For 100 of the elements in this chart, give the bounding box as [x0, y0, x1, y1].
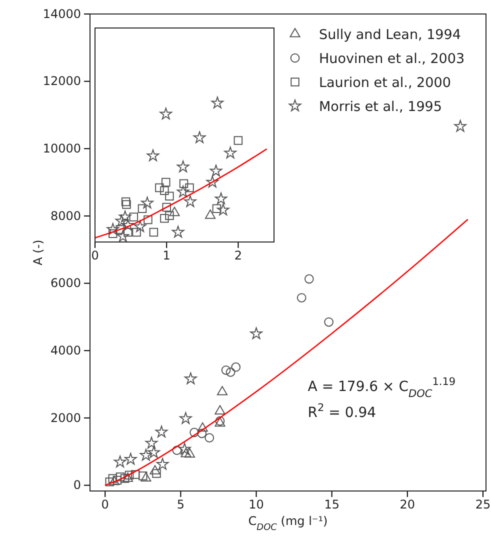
y-tick-label: 0: [73, 478, 81, 492]
point: [206, 176, 219, 188]
point: [216, 204, 230, 216]
point: [169, 206, 180, 216]
point: [115, 214, 128, 226]
y-tick-label: 8000: [50, 208, 81, 223]
legend-label: Huovinen et al., 2003: [319, 51, 465, 67]
point: [162, 178, 170, 187]
point: [160, 108, 172, 120]
point: [144, 215, 152, 224]
x-tick-label: 15: [324, 498, 340, 512]
point: [146, 149, 160, 162]
point: [138, 204, 147, 214]
x-tick-label: 20: [400, 498, 416, 512]
point: [112, 476, 122, 485]
point: [162, 202, 171, 212]
point: [160, 186, 169, 195]
point: [204, 433, 214, 442]
point: [178, 442, 191, 455]
point: [122, 218, 134, 231]
x-tick-label: 0: [101, 498, 109, 512]
point: [140, 448, 152, 461]
point: [304, 274, 314, 284]
point: [124, 470, 134, 480]
point: [165, 211, 174, 220]
point: [122, 472, 134, 482]
point: [221, 365, 231, 375]
y-tick-label: 14000: [42, 6, 81, 21]
point: [176, 186, 190, 198]
point: [114, 456, 126, 468]
point: [216, 386, 228, 396]
point: [129, 212, 138, 222]
y-tick-label: 6000: [50, 276, 81, 290]
point: [204, 210, 216, 219]
x-tick-label: 25: [475, 498, 491, 512]
x-tick-label: 0: [91, 248, 99, 263]
x-tick-label: 2: [234, 248, 242, 263]
point: [180, 412, 192, 424]
point: [150, 465, 160, 474]
point: [156, 458, 169, 470]
point: [210, 164, 222, 176]
point: [130, 470, 140, 479]
point: [234, 136, 243, 145]
point: [212, 204, 222, 214]
point: [152, 469, 161, 478]
point: [214, 405, 226, 414]
point: [193, 131, 206, 144]
point: [116, 472, 125, 482]
y-tick-label: 4000: [50, 343, 81, 358]
point: [134, 220, 146, 232]
point: [108, 474, 118, 483]
point: [197, 422, 208, 432]
point: [190, 428, 199, 438]
legend-label: Laurion et al., 2000: [319, 75, 451, 91]
point: [184, 448, 196, 458]
point: [132, 228, 141, 237]
point: [149, 228, 158, 237]
legend-label: Sully and Lean, 1994: [319, 27, 461, 43]
point: [231, 362, 241, 372]
point: [106, 223, 120, 235]
x-tick-label: 5: [176, 498, 185, 512]
x-tick-label: 1: [162, 248, 170, 263]
point: [197, 428, 207, 438]
point: [184, 195, 196, 208]
y-tick-label: 2000: [50, 410, 81, 425]
point: [214, 192, 228, 204]
point: [120, 474, 130, 483]
y-tick-label: 10000: [42, 141, 81, 156]
y-axis-title: A (-): [31, 240, 45, 266]
point: [324, 317, 334, 327]
point: [160, 214, 169, 223]
point: [121, 197, 130, 206]
point: [172, 226, 184, 238]
point: [155, 426, 168, 438]
line-series: [104, 218, 469, 486]
point: [155, 183, 164, 192]
point: [141, 196, 154, 208]
point: [226, 367, 236, 377]
point: [250, 327, 262, 340]
point: [105, 478, 114, 486]
point: [108, 229, 118, 238]
point: [122, 200, 131, 209]
point: [172, 446, 182, 455]
point: [140, 472, 152, 482]
point: [108, 476, 120, 486]
point: [224, 146, 236, 158]
y-tick-label: 12000: [42, 74, 81, 88]
point: [185, 183, 194, 192]
point: [116, 225, 124, 234]
x-tick-label: 10: [248, 498, 264, 512]
point: [165, 192, 174, 201]
point: [184, 372, 197, 384]
point: [296, 293, 306, 302]
point: [211, 96, 224, 108]
point: [124, 452, 137, 465]
x-axis-title: C$_{DOC}$ (mg l⁻¹): [248, 514, 328, 533]
point: [138, 471, 148, 480]
point: [148, 446, 160, 458]
point: [454, 120, 466, 132]
legend-label: Morris et al., 1995: [319, 99, 442, 115]
